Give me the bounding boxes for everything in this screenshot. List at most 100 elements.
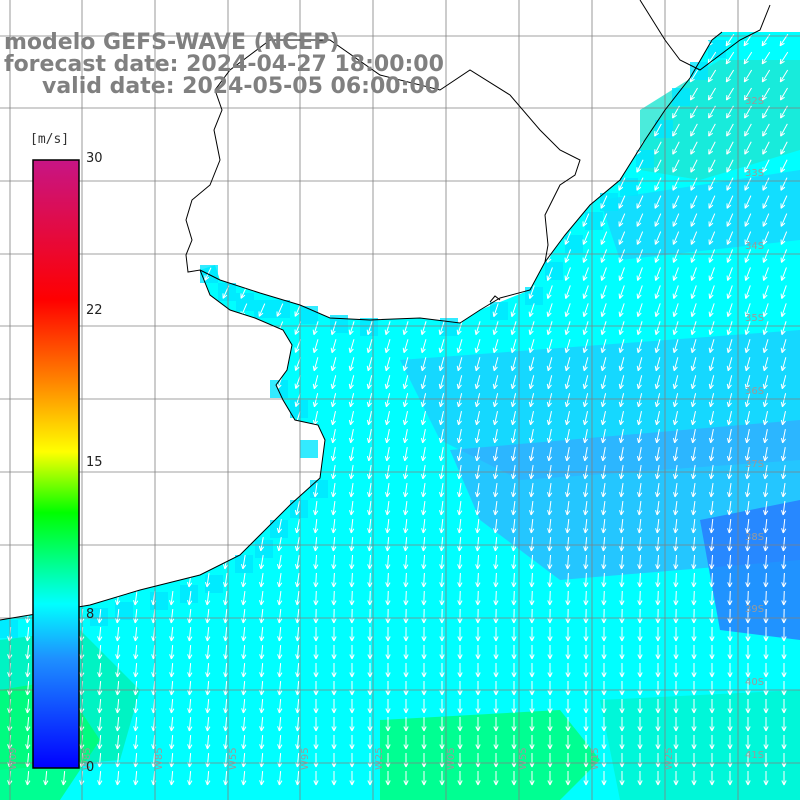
wind-arrow bbox=[223, 644, 229, 660]
wind-arrow bbox=[475, 663, 481, 678]
wind-arrow bbox=[456, 375, 463, 390]
wind-arrow bbox=[672, 141, 680, 155]
wind-arrow bbox=[726, 195, 734, 209]
wind-arrow bbox=[583, 681, 589, 696]
wind-arrow bbox=[673, 590, 679, 606]
wind-arrow bbox=[241, 590, 247, 606]
wind-arrow bbox=[726, 393, 733, 408]
wind-arrow bbox=[475, 483, 481, 498]
wind-arrow bbox=[582, 213, 590, 227]
wind-arrow bbox=[528, 411, 534, 426]
wind-arrow bbox=[564, 267, 571, 281]
wind-arrow bbox=[349, 590, 355, 606]
wind-arrow bbox=[690, 177, 698, 191]
wind-arrow bbox=[654, 195, 662, 209]
wind-arrow bbox=[402, 357, 409, 372]
wind-arrow bbox=[241, 662, 247, 678]
wind-arrow bbox=[331, 699, 337, 714]
wind-arrow bbox=[312, 393, 319, 408]
wind-arrow bbox=[529, 717, 535, 732]
wind-arrow bbox=[601, 608, 607, 624]
wind-arrow bbox=[205, 662, 211, 678]
wind-arrow bbox=[367, 717, 373, 732]
wind-arrow bbox=[475, 681, 481, 696]
wind-arrow bbox=[618, 411, 624, 426]
colorbar-label-22: 22 bbox=[86, 303, 103, 318]
wind-arrow bbox=[403, 626, 409, 642]
wind-arrow bbox=[259, 644, 265, 660]
wind-arrow bbox=[744, 303, 751, 317]
wind-arrow bbox=[169, 698, 175, 714]
wind-arrow bbox=[169, 662, 175, 678]
wind-arrow bbox=[385, 663, 391, 678]
wind-arrow bbox=[277, 608, 283, 624]
wind-arrow bbox=[277, 573, 283, 588]
wind-arrow bbox=[205, 573, 211, 588]
wind-arrow bbox=[727, 735, 733, 750]
wind-arrow bbox=[492, 447, 499, 462]
wind-arrow bbox=[618, 447, 625, 462]
wind-arrow bbox=[546, 303, 553, 317]
wind-arrow bbox=[601, 699, 607, 714]
wind-arrow bbox=[492, 339, 499, 354]
wind-arrow bbox=[762, 357, 769, 372]
wind-arrow bbox=[528, 339, 535, 354]
wind-arrow bbox=[313, 500, 319, 516]
wind-arrow bbox=[294, 375, 301, 389]
wind-arrow bbox=[780, 177, 788, 191]
colorbar-label-30: 30 bbox=[86, 151, 103, 166]
wind-arrow bbox=[636, 411, 642, 426]
wind-arrow bbox=[601, 500, 607, 516]
wind-arrow bbox=[601, 554, 607, 570]
wind-arrow bbox=[403, 590, 409, 606]
wind-arrow bbox=[439, 500, 445, 516]
wind-arrow bbox=[421, 554, 427, 570]
wind-arrow bbox=[762, 267, 769, 281]
wind-arrow bbox=[439, 663, 445, 678]
wind-arrow bbox=[744, 339, 751, 354]
wind-arrow bbox=[456, 447, 463, 462]
wind-arrow bbox=[654, 123, 662, 137]
wind-arrow bbox=[384, 357, 391, 372]
wind-arrow bbox=[565, 626, 571, 642]
wind-arrow bbox=[241, 680, 247, 696]
lon-label: W85 bbox=[154, 747, 165, 770]
wind-arrow bbox=[546, 429, 553, 444]
wind-arrow bbox=[690, 267, 697, 281]
wind-arrow bbox=[384, 339, 391, 354]
wind-arrow bbox=[690, 411, 696, 426]
wind-arrow bbox=[295, 716, 301, 732]
wind-arrow bbox=[564, 429, 571, 444]
wind-arrow bbox=[349, 699, 355, 714]
wind-arrow bbox=[528, 303, 535, 317]
wind-arrow bbox=[672, 393, 679, 408]
wind-arrow bbox=[744, 411, 750, 426]
wind-arrow bbox=[565, 663, 571, 678]
wind-arrow bbox=[259, 680, 265, 696]
wind-arrow bbox=[582, 267, 589, 281]
wind-arrow bbox=[331, 572, 337, 588]
wind-arrow bbox=[618, 357, 625, 372]
wind-arrow bbox=[655, 500, 661, 516]
colorbar-units: [m/s] bbox=[30, 132, 70, 147]
wind-arrow bbox=[295, 573, 301, 588]
wind-arrow bbox=[727, 554, 733, 570]
wind-arrow bbox=[780, 411, 786, 426]
wind-arrow bbox=[474, 411, 480, 426]
wind-arrow bbox=[493, 608, 499, 624]
wind-arrow bbox=[240, 555, 247, 570]
wind-arrow bbox=[529, 590, 535, 606]
wind-arrow bbox=[673, 699, 679, 714]
wind-arrow bbox=[493, 500, 499, 516]
wind-arrow bbox=[745, 500, 751, 516]
wind-arrow bbox=[744, 213, 752, 227]
wind-arrow bbox=[654, 177, 662, 191]
wind-arrow bbox=[654, 375, 661, 390]
valid-date: valid date: 2024-05-05 06:00:00 bbox=[42, 74, 440, 99]
wind-arrow bbox=[385, 536, 391, 552]
wind-arrow bbox=[313, 554, 319, 570]
wind-arrow bbox=[330, 393, 337, 408]
wind-arrow bbox=[691, 608, 697, 624]
wind-arrow bbox=[547, 645, 553, 660]
wind-arrow bbox=[673, 536, 679, 552]
